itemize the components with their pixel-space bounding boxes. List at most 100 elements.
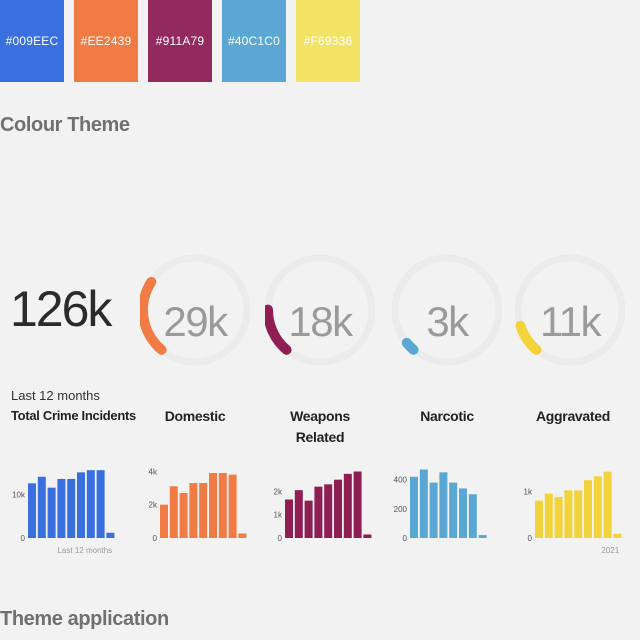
bar: [593, 476, 602, 538]
gauge-value: 11k: [539, 298, 602, 345]
bar: [334, 479, 342, 538]
swatch-label: #009EEC: [5, 34, 59, 48]
mini-bar-chart: 0 1k 2k: [274, 471, 372, 543]
bar: [160, 504, 168, 538]
mini-chart-weapons: 0 1k 2k: [265, 460, 372, 565]
period-label: Last 12 months: [11, 388, 100, 403]
mini-bar-chart: 0 200 400: [394, 469, 487, 543]
swatch-label: #40C1C0: [227, 34, 281, 48]
bar: [353, 471, 362, 538]
y-tick-label: 1k: [524, 487, 533, 496]
mini-chart-narcotic: 0 200 400: [390, 460, 490, 565]
y-tick-label: 10k: [12, 490, 26, 499]
bar: [574, 490, 583, 538]
bar: [47, 487, 56, 538]
y-tick-label: 4k: [149, 467, 158, 476]
bar: [228, 474, 237, 538]
bar: [294, 490, 303, 538]
bar: [106, 532, 115, 538]
bar: [209, 473, 217, 538]
gauge-fill: [140, 276, 167, 355]
bar: [189, 483, 198, 538]
bar: [449, 482, 458, 538]
bar: [478, 535, 487, 538]
bar: [96, 470, 105, 538]
bar: [28, 483, 36, 538]
gauge-value: 3k: [426, 298, 469, 345]
y-tick-label: 2k: [149, 501, 158, 510]
total-incidents-label: Total Crime Incidents: [11, 408, 136, 423]
bar: [199, 483, 208, 538]
swatch-label: #EE2439: [80, 34, 132, 48]
bar: [459, 488, 467, 538]
gauge-fill: [265, 304, 292, 355]
bar: [544, 493, 553, 538]
gauge-arc: [515, 254, 625, 366]
bar: [314, 486, 323, 538]
weapons-label: Weapons Related: [290, 408, 350, 445]
gauge-value: 29k: [163, 298, 228, 345]
aggravated-label: Aggravated: [535, 408, 611, 424]
swatch-orange[interactable]: #EE2439: [74, 0, 138, 82]
gauge-fill: [401, 337, 419, 355]
bar: [439, 472, 448, 538]
mini-chart-domestic: 0 2k 4k: [140, 460, 247, 565]
bar: [86, 470, 95, 538]
bar: [613, 533, 622, 538]
gauge-domestic: 29k: [140, 210, 250, 395]
colour-theme-heading: Colour Theme: [0, 114, 130, 136]
gauge-fill: [515, 320, 542, 355]
bar: [324, 484, 333, 538]
bar: [584, 480, 592, 538]
mini-bar-chart: 0 2k 4k: [149, 467, 247, 543]
gauge-arc: [392, 254, 502, 366]
bar: [429, 482, 438, 538]
gauge-aggravated: 11k: [515, 210, 625, 395]
bar: [67, 478, 76, 538]
mini-chart-aggravated: 0 1k 2021: [515, 460, 622, 565]
y-tick-label: 0: [403, 534, 408, 543]
bar: [285, 499, 293, 538]
bar: [603, 471, 612, 538]
y-tick-label: 1k: [274, 511, 283, 520]
y-tick-label: 2k: [274, 487, 283, 496]
bar: [535, 500, 543, 538]
gauge-weapons: 18k: [265, 210, 375, 395]
narcotic-label: Narcotic: [420, 408, 474, 424]
gauge-narcotic: 3k: [392, 210, 502, 395]
y-tick-label: 400: [394, 476, 408, 485]
swatch-blue[interactable]: #009EEC: [0, 0, 64, 82]
bar: [410, 476, 418, 538]
swatch-purple[interactable]: #911A79: [148, 0, 212, 82]
swatch-label: #F69336: [303, 34, 353, 48]
y-tick-label: 0: [153, 534, 158, 543]
mini-chart-total: 0 10k Last 12 months: [8, 460, 115, 565]
swatch-light-blue[interactable]: #40C1C0: [222, 0, 286, 82]
x-axis-label: Last 12 months: [57, 546, 112, 555]
y-tick-label: 200: [394, 505, 408, 514]
bar: [468, 494, 477, 538]
bar: [57, 478, 66, 538]
mini-bar-chart: 0 1k 2021: [524, 471, 622, 555]
y-tick-label: 0: [21, 534, 26, 543]
bar: [169, 486, 178, 538]
x-axis-label: 2021: [601, 546, 619, 555]
mini-bar-chart: 0 10k Last 12 months: [12, 470, 115, 555]
swatch-yellow[interactable]: #F69336: [296, 0, 360, 82]
gauge-arc: [265, 254, 375, 366]
bar: [77, 472, 85, 538]
bar: [343, 473, 352, 538]
bar: [238, 533, 247, 538]
bar: [37, 476, 46, 538]
gauge-arc: [140, 254, 250, 366]
y-tick-label: 0: [278, 534, 283, 543]
swatch-label: #911A79: [155, 34, 205, 48]
domestic-label: Domestic: [164, 408, 226, 424]
bar: [218, 473, 227, 538]
gauge-value: 18k: [288, 298, 353, 345]
gauge-track: [515, 254, 625, 366]
theme-application-heading: Theme application: [0, 608, 169, 630]
bar: [419, 469, 428, 538]
gauge-track: [392, 254, 502, 366]
y-tick-label: 0: [528, 534, 533, 543]
